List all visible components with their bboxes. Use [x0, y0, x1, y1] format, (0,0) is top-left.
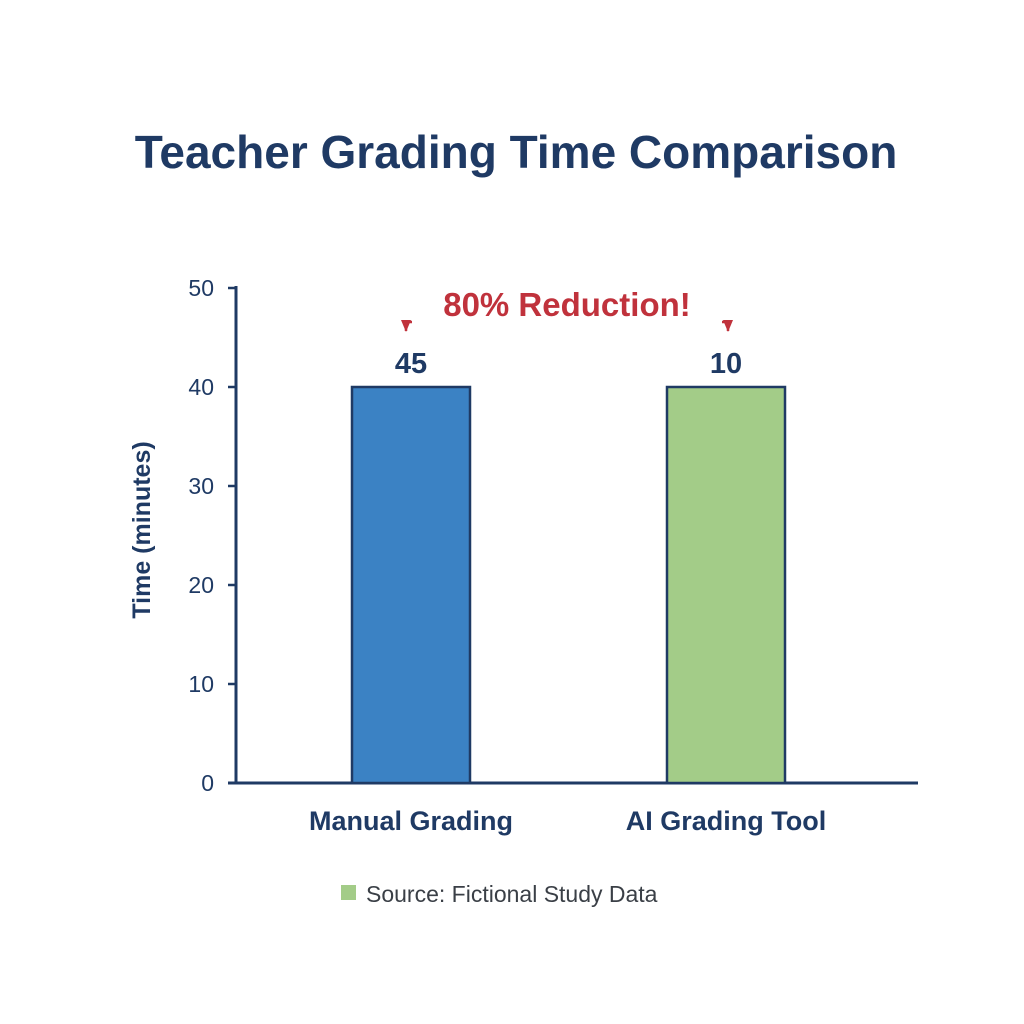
- arrow-down-left-icon: [401, 320, 412, 332]
- y-tick-label-5: 50: [188, 275, 214, 301]
- bar-0: [350, 385, 472, 785]
- y-tick-label-1: 10: [188, 671, 214, 697]
- data-label-1: 10: [710, 348, 742, 380]
- category-label-1: AI Grading Tool: [626, 806, 826, 836]
- y-tick-label-3: 30: [188, 473, 214, 499]
- legend-swatch: [341, 885, 356, 900]
- y-tick-label-0: 0: [201, 770, 214, 796]
- reduction-annotation: 80% Reduction!: [401, 286, 733, 332]
- reduction-annotation-text: 80% Reduction!: [443, 286, 691, 323]
- y-axis-ticks: 0 10 20 30 40 50: [188, 275, 236, 796]
- category-label-0: Manual Grading: [309, 806, 513, 836]
- data-label-0: 45: [395, 348, 427, 380]
- y-tick-label-4: 40: [188, 374, 214, 400]
- source-note: Source: Fictional Study Data: [366, 881, 658, 907]
- y-tick-label-2: 20: [188, 572, 214, 598]
- bar-series: 45 Manual Grading 10 AI Grading Tool: [309, 348, 826, 836]
- chart-title: Teacher Grading Time Comparison: [135, 126, 898, 178]
- bar-1: [665, 385, 787, 785]
- arrow-down-right-icon: [722, 320, 733, 332]
- y-axis-title: Time (minutes): [128, 441, 156, 618]
- legend: Source: Fictional Study Data: [341, 881, 658, 907]
